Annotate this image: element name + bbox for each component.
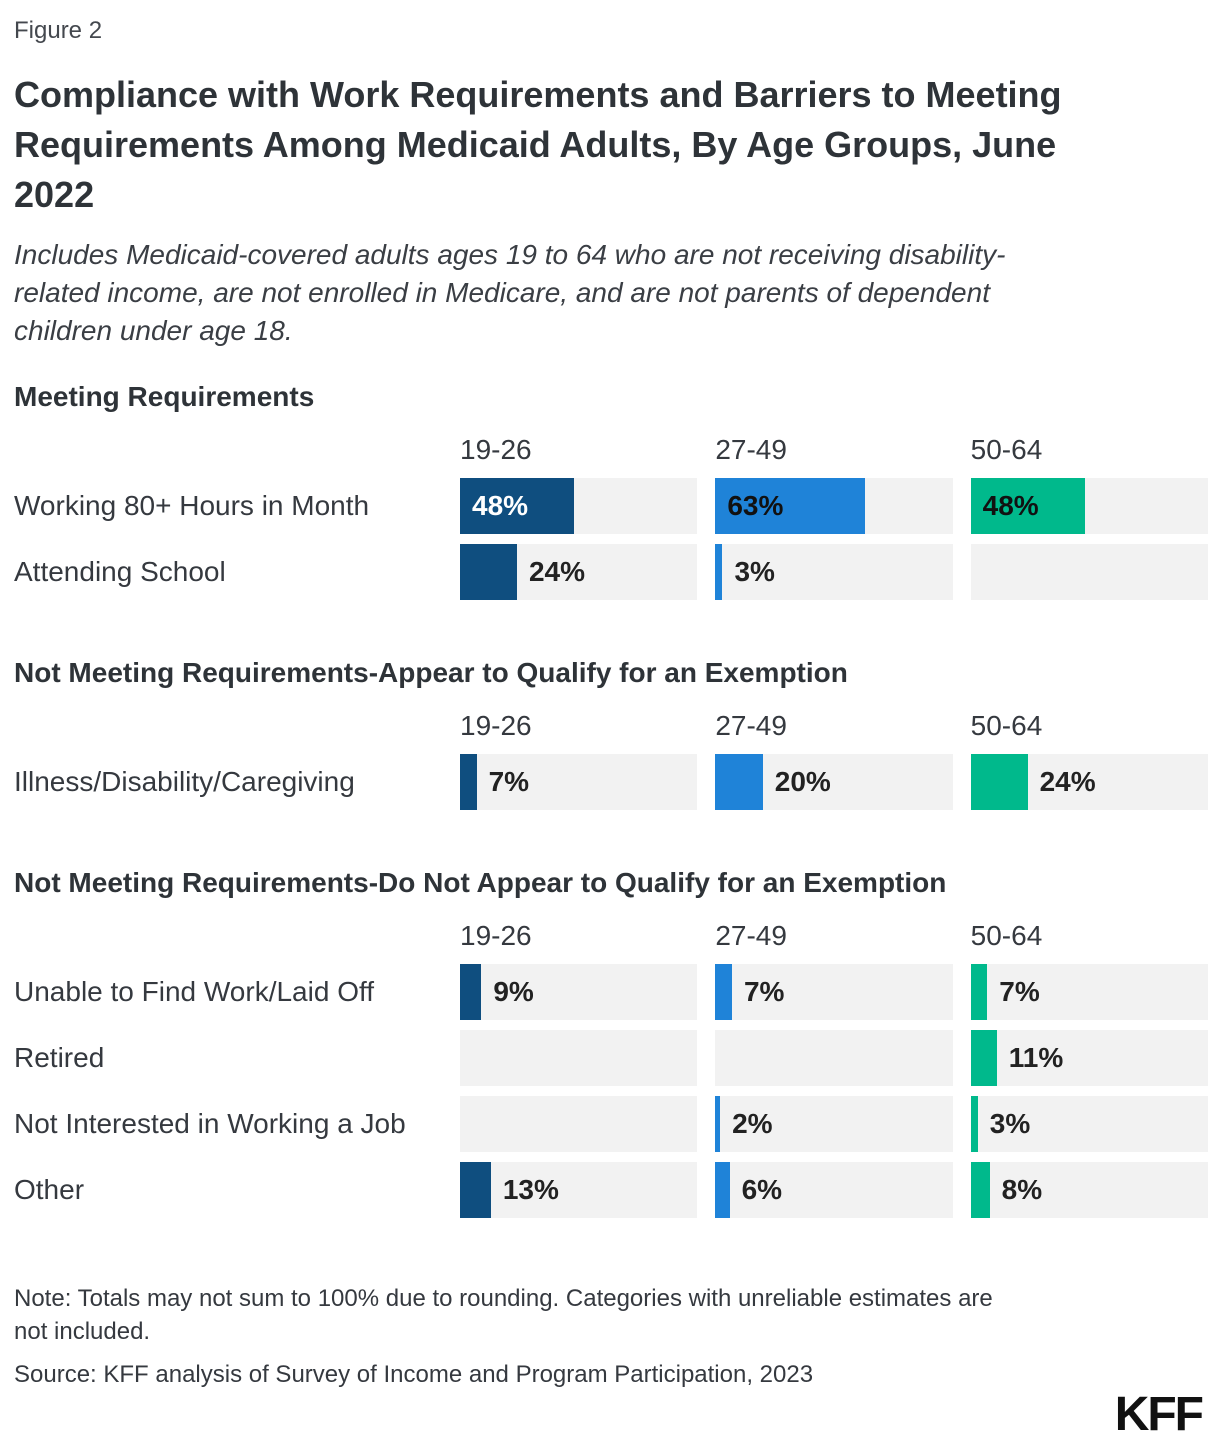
row-label: Not Interested in Working a Job [14,1108,406,1139]
chart-section: Not Meeting Requirements-Appear to Quali… [14,656,1208,810]
age-group-header: 50-64 [970,710,1043,741]
age-group-header: 27-49 [715,710,787,741]
bar-track [460,1096,698,1152]
bar-track: 48% [460,478,698,534]
bar-value-label: 9% [493,976,534,1007]
bar-track: 7% [460,754,698,810]
age-group-header: 19-26 [460,710,532,741]
bar-value-label: 24% [528,556,585,587]
age-group-header-row: 19-26 27-49 50-64 [14,920,1208,952]
bar-track: 24% [970,754,1208,810]
bar-value-label: 63% [727,490,784,521]
row-label: Illness/Disability/Caregiving [14,766,355,797]
row-label: Unable to Find Work/Laid Off [14,976,375,1007]
bar-value-label: 48% [472,490,529,521]
chart-sections: Meeting Requirements 19-26 27-49 50-64 Worki… [14,380,1208,1218]
age-group-header-row: 19-26 27-49 50-64 [14,434,1208,466]
bar-fill [715,478,865,534]
bar-value-label: 20% [774,766,831,797]
bar-track: 8% [970,1162,1208,1218]
row-label: Other [14,1174,85,1205]
bar-fill [970,1096,978,1152]
section-heading: Not Meeting Requirements-Do Not Appear t… [14,867,947,898]
chart-row: Not Interested in Working a Job 2% 3% [14,1096,1208,1152]
bar-fill [460,544,517,600]
bar-track: 20% [715,754,953,810]
age-group-header: 27-49 [715,434,787,465]
bar-value-label: 7% [488,766,530,797]
age-group-header: 19-26 [460,434,532,465]
bar-value-label: 48% [982,490,1039,521]
bar-track: 63% [715,478,953,534]
bar-fill [715,1162,730,1218]
bar-fill [970,964,988,1020]
row-label: Attending School [14,556,226,587]
bar-fill [715,964,732,1020]
bar-value-label: 13% [502,1174,559,1205]
chart-subtitle: Includes Medicaid-covered adults ages 19… [14,239,1006,346]
bar-fill [715,544,723,600]
bar-value-label: 2% [732,1108,773,1139]
section-heading: Meeting Requirements [14,381,315,412]
bar-track: 7% [715,964,953,1020]
bar-fill [970,1162,990,1218]
chart-source: Source: KFF analysis of Survey of Income… [14,1361,814,1388]
row-label: Working 80+ Hours in Month [14,490,370,521]
age-group-header: 50-64 [970,920,1043,951]
row-label: Retired [14,1042,105,1073]
bar-value-label: 11% [1008,1042,1064,1073]
bar-track: 24% [460,544,698,600]
bar-value-label: 7% [999,976,1040,1007]
bar-fill [460,754,477,810]
chart-row: Other 13% 6% 8% [14,1162,1208,1218]
section-heading: Not Meeting Requirements-Appear to Quali… [14,657,848,688]
kff-logo: KFF [1114,1388,1204,1441]
chart-row: Retired 11% [14,1030,1208,1086]
bar-value-label: 3% [734,556,775,587]
chart-row: Unable to Find Work/Laid Off 9% 7% 7% [14,964,1208,1020]
bar-value-label: 24% [1039,766,1096,797]
age-group-header: 19-26 [460,920,532,951]
bar-fill [460,964,482,1020]
bar-track: 13% [460,1162,698,1218]
chart-section: Meeting Requirements 19-26 27-49 50-64 Worki… [14,380,1208,600]
chart-section: Not Meeting Requirements-Do Not Appear t… [14,866,1208,1218]
bar-track [460,1030,698,1086]
bar-fill [715,754,763,810]
bar-track: 9% [460,964,698,1020]
bar-value-label: 7% [743,976,785,1007]
age-group-header: 50-64 [970,434,1043,465]
bar-track [970,544,1208,600]
chart-row: Attending School 24% 3% [14,544,1208,600]
bar-fill [460,1162,491,1218]
bar-fill [715,1096,721,1152]
bar-fill [970,754,1028,810]
chart-title: Compliance with Work Requirements and Ba… [14,74,1062,215]
age-group-header: 27-49 [715,920,787,951]
bar-fill [460,478,574,534]
bar-value-label: 3% [989,1108,1031,1139]
chart-row: Illness/Disability/Caregiving 7% 20% 24% [14,754,1208,810]
bar-fill [970,1030,997,1086]
bar-track: 2% [715,1096,953,1152]
figure-number-label: Figure 2 [14,17,103,44]
bar-track [715,1030,953,1086]
bar-track: 48% [970,478,1208,534]
chart-row: Working 80+ Hours in Month 48% 63% 48% [14,478,1208,534]
bar-value-label: 6% [741,1174,783,1205]
age-group-header-row: 19-26 27-49 50-64 [14,710,1208,742]
bar-track: 7% [970,964,1208,1020]
bar-track: 6% [715,1162,953,1218]
bar-value-label: 8% [1001,1174,1043,1205]
chart-note: Note: Totals may not sum to 100% due to … [14,1285,993,1345]
bar-track: 11% [970,1030,1208,1086]
bar-fill [970,478,1085,534]
bar-track: 3% [970,1096,1208,1152]
bar-track: 3% [715,544,953,600]
